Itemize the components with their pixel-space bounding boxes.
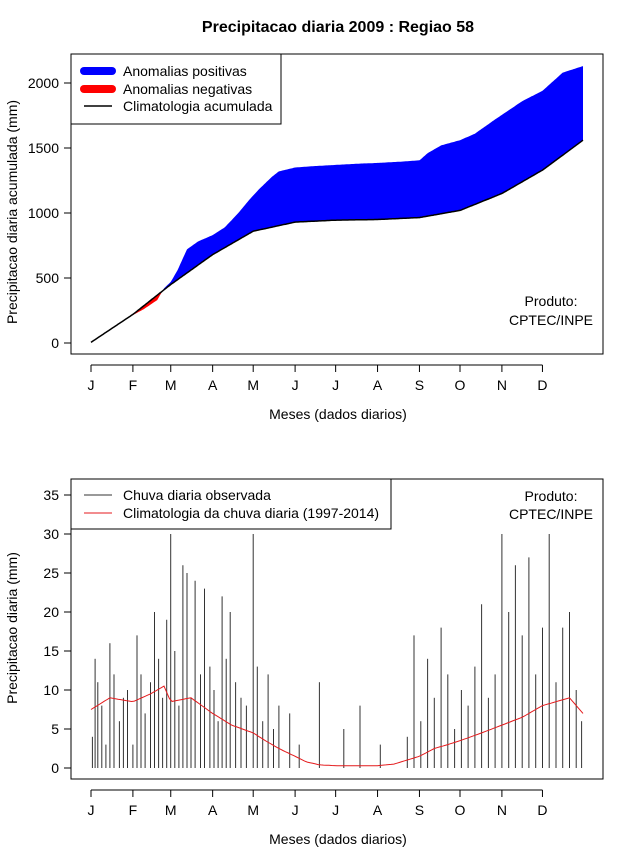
cumulative-y-tick-label: 2000 [28,75,59,91]
daily-y-axis: 0 5 10 15 20 25 30 35 [43,487,72,776]
daily-x-tick-label: F [129,802,138,818]
daily-x-tick-label: D [537,802,547,818]
legend-entry-climatology: Climatologia acumulada [123,98,273,114]
cumulative-x-tick-label: A [373,377,383,393]
cumulative-y-axis: 0 500 1000 1500 2000 [28,75,72,351]
product-source: CPTEC/INPE [509,506,593,522]
cumulative-y-tick-label: 0 [51,335,59,351]
cumulative-x-tick-label: D [537,377,547,393]
daily-y-tick-label: 30 [43,526,59,542]
daily-x-tick-label: J [332,802,339,818]
cumulative-x-tick-label: N [497,377,507,393]
cumulative-y-tick-label: 500 [36,270,60,286]
cumulative-x-axis-label: Meses (dados diarios) [269,406,407,422]
daily-x-tick-label: J [88,802,95,818]
cumulative-y-tick-label: 1500 [28,140,59,156]
daily-legend: Chuva diaria observada Climatologia da c… [70,478,392,530]
daily-y-tick-label: 0 [51,760,59,776]
cumulative-y-tick-label: 1000 [28,205,59,221]
cumulative-x-tick-label: S [415,377,424,393]
daily-y-tick-label: 20 [43,604,59,620]
legend-entry-positive: Anomalias positivas [123,63,247,79]
daily-x-tick-label: S [415,802,424,818]
legend-entry-climatology: Climatologia da chuva diaria (1997-2014) [123,505,379,521]
daily-x-tick-label: A [208,802,218,818]
climatology-cumulative-line-group [90,139,584,344]
daily-y-tick-label: 35 [43,487,59,503]
observed-rain-bars [91,534,583,768]
daily-x-tick-label: J [292,802,299,818]
daily-x-tick-label: M [165,802,177,818]
daily-chart: 0 5 10 15 20 25 30 35 J F M A M J J A S O N D Meses (dados… [4,478,604,847]
daily-y-tick-label: 25 [43,565,59,581]
anomaly-areas [91,66,583,343]
climatology-daily-line-group [90,685,584,767]
daily-y-tick-label: 10 [43,682,59,698]
legend-entry-negative: Anomalias negativas [123,81,252,97]
daily-x-tick-label: O [455,802,466,818]
daily-x-tick-label: N [497,802,507,818]
product-label: Produto: [525,293,578,309]
climatology-daily-line [90,685,584,767]
product-label: Produto: [525,488,578,504]
cumulative-x-tick-label: F [129,377,138,393]
cumulative-chart: 0 500 1000 1500 2000 J F M A M J J A S O N D Meses (dad… [4,53,604,422]
cumulative-x-tick-label: J [292,377,299,393]
cumulative-x-tick-label: J [88,377,95,393]
daily-x-tick-label: A [373,802,383,818]
figure-title: Precipitacao diaria 2009 : Regiao 58 [202,19,474,36]
cumulative-y-axis-label: Precipitacao diaria acumulada (mm) [4,100,20,324]
climatology-cumulative-line [90,139,584,344]
daily-y-tick-label: 5 [51,721,59,737]
cumulative-legend: Anomalias positivas Anomalias negativas … [70,53,282,125]
positive-anomaly-area [91,66,583,343]
daily-y-tick-label: 15 [43,643,59,659]
legend-box [70,478,392,530]
legend-entry-observed: Chuva diaria observada [123,487,271,503]
cumulative-x-tick-label: M [165,377,177,393]
cumulative-x-tick-label: A [208,377,218,393]
daily-x-axis-label: Meses (dados diarios) [269,831,407,847]
daily-x-tick-label: M [247,802,259,818]
cumulative-x-tick-label: M [247,377,259,393]
cumulative-x-tick-label: O [455,377,466,393]
cumulative-x-tick-label: J [332,377,339,393]
product-source: CPTEC/INPE [509,312,593,328]
daily-y-axis-label: Precipitacao diaria (mm) [4,552,20,704]
